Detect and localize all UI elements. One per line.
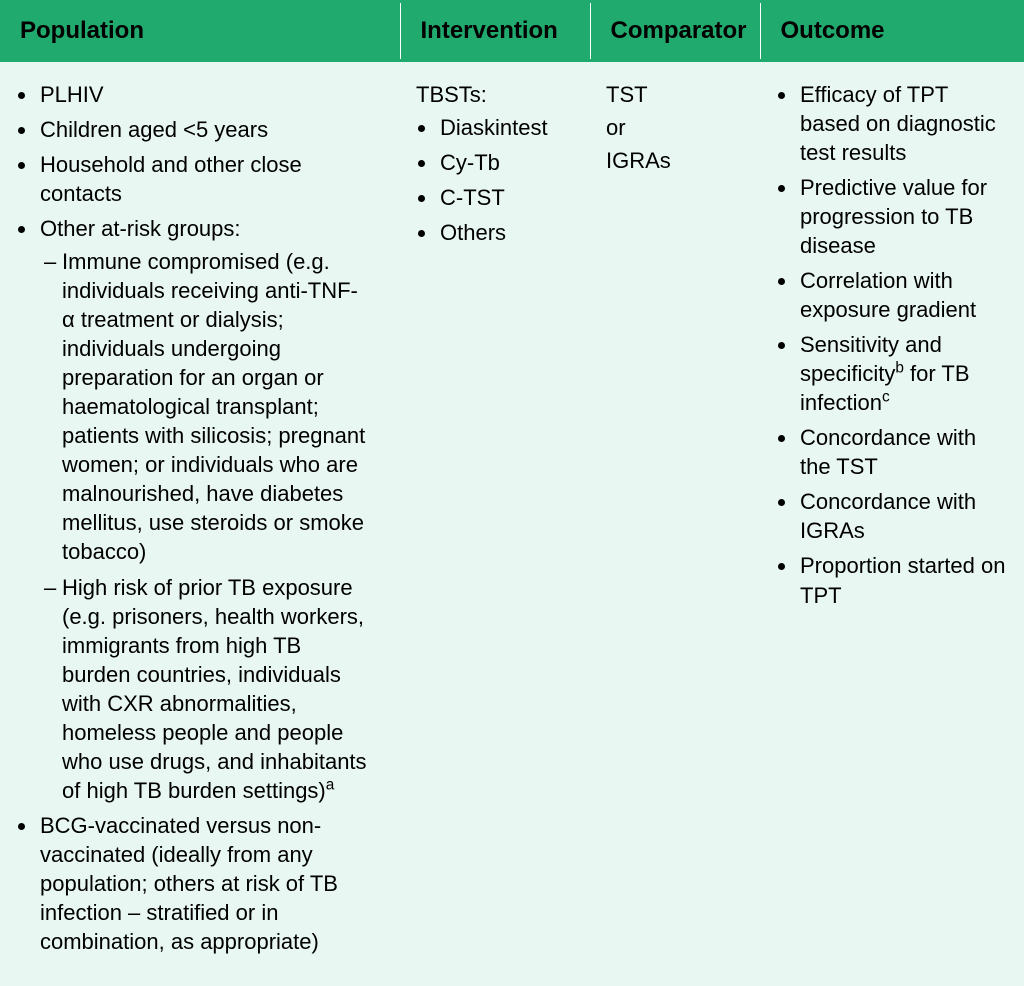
header-intervention: Intervention xyxy=(400,2,590,61)
header-population: Population xyxy=(0,2,400,61)
comparator-line: TST xyxy=(606,80,744,109)
outcome-cell: Efficacy of TPT based on diagnostic test… xyxy=(760,61,1024,986)
intervention-item: Diaskintest xyxy=(438,113,574,142)
comparator-line: IGRAs xyxy=(606,146,744,175)
header-outcome: Outcome xyxy=(760,2,1024,61)
intervention-item: Others xyxy=(438,218,574,247)
population-sublist: Immune compromised (e.g. individuals rec… xyxy=(40,247,370,805)
outcome-item: Concordance with IGRAs xyxy=(798,487,1008,545)
population-subitem: High risk of prior TB exposure (e.g. pri… xyxy=(62,573,370,805)
footnote-b: b xyxy=(895,360,904,377)
footnote-c: c xyxy=(882,389,890,406)
outcome-item: Sensitivity and specificityb for TB infe… xyxy=(798,330,1008,417)
comparator-cell: TST or IGRAs xyxy=(590,61,760,986)
population-item: Other at-risk groups: Immune compromised… xyxy=(38,214,370,805)
intervention-list: Diaskintest Cy-Tb C-TST Others xyxy=(416,113,574,247)
pico-table: Population Intervention Comparator Outco… xyxy=(0,0,1024,986)
population-item-label: Other at-risk groups: xyxy=(40,216,241,241)
intervention-item: Cy-Tb xyxy=(438,148,574,177)
intervention-cell: TBSTs: Diaskintest Cy-Tb C-TST Others xyxy=(400,61,590,986)
population-subitem: Immune compromised (e.g. individuals rec… xyxy=(62,247,370,566)
outcome-item: Proportion started on TPT xyxy=(798,551,1008,609)
population-item: Household and other close contacts xyxy=(38,150,370,208)
intervention-lead: TBSTs: xyxy=(416,80,574,109)
comparator-line: or xyxy=(606,113,744,142)
body-row: PLHIV Children aged <5 years Household a… xyxy=(0,61,1024,986)
header-row: Population Intervention Comparator Outco… xyxy=(0,2,1024,61)
population-item: Children aged <5 years xyxy=(38,115,370,144)
outcome-item: Correlation with exposure gradient xyxy=(798,266,1008,324)
outcome-item: Efficacy of TPT based on diagnostic test… xyxy=(798,80,1008,167)
population-item: PLHIV xyxy=(38,80,370,109)
population-cell: PLHIV Children aged <5 years Household a… xyxy=(0,61,400,986)
population-subitem-text: High risk of prior TB exposure (e.g. pri… xyxy=(62,575,367,803)
population-item: BCG-vaccinated versus non-vaccinated (id… xyxy=(38,811,370,956)
population-list: PLHIV Children aged <5 years Household a… xyxy=(16,80,370,956)
outcome-list: Efficacy of TPT based on diagnostic test… xyxy=(776,80,1008,610)
intervention-item: C-TST xyxy=(438,183,574,212)
outcome-item: Concordance with the TST xyxy=(798,423,1008,481)
outcome-item: Predictive value for progression to TB d… xyxy=(798,173,1008,260)
footnote-a: a xyxy=(326,776,335,793)
header-comparator: Comparator xyxy=(590,2,760,61)
